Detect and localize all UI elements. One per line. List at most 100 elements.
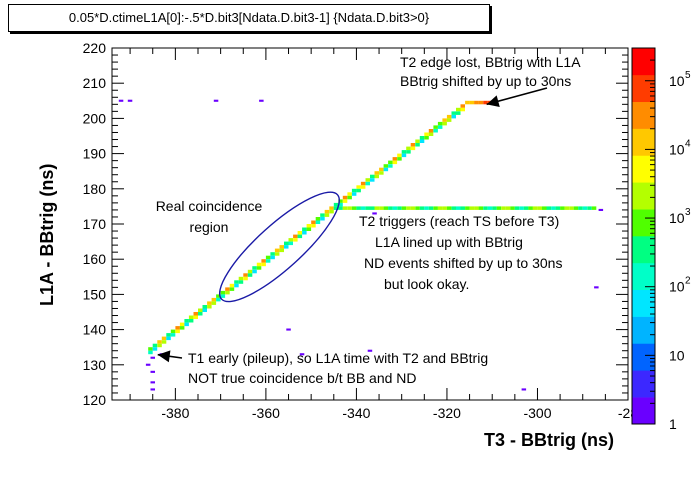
colorbar-tick-label: 10	[669, 347, 685, 363]
histogram-cell	[216, 294, 221, 298]
histogram-cell	[297, 231, 303, 235]
histogram-cell	[483, 100, 488, 105]
histogram-cell	[401, 206, 407, 210]
histogram-cell	[347, 195, 352, 200]
colorbar-segment	[632, 155, 655, 183]
histogram-cell	[179, 326, 185, 330]
histogram-cell	[460, 104, 465, 108]
histogram-cell	[492, 206, 497, 210]
histogram-cell	[415, 206, 420, 210]
colorbar-segment	[632, 209, 655, 237]
histogram-cell	[397, 157, 402, 161]
histogram-cell	[118, 99, 124, 102]
histogram-cell	[474, 100, 479, 105]
histogram-cell	[198, 308, 203, 312]
histogram-cell	[211, 297, 217, 302]
y-tick-label: 170	[83, 216, 107, 232]
histogram-cell	[315, 217, 321, 221]
histogram-cell	[360, 206, 366, 210]
histogram-cell	[252, 269, 257, 274]
histogram-cell	[388, 206, 393, 210]
histogram-cell	[347, 206, 352, 210]
histogram-cell	[374, 206, 379, 210]
annotation-line: ND events shifted by up to 30ns	[364, 255, 562, 271]
histogram-cell	[299, 353, 305, 356]
histogram-cell	[410, 206, 416, 210]
histogram-cell	[410, 143, 416, 147]
colorbar-tick-exponent: 2	[685, 276, 691, 287]
histogram-cell	[329, 209, 334, 214]
histogram-cell	[265, 259, 271, 263]
histogram-cell	[433, 129, 438, 133]
chart-title: 0.05*D.ctimeL1A[0]:-.5*D.bit3[Ndata.D.bi…	[8, 4, 490, 32]
histogram-cell	[392, 206, 398, 210]
histogram-cell	[510, 206, 515, 210]
histogram-cell	[356, 206, 361, 210]
histogram-cell	[225, 290, 230, 295]
histogram-cell	[451, 206, 456, 210]
histogram-cell	[397, 206, 402, 210]
x-axis-label: T3 - BBtrig (ns)	[484, 430, 614, 450]
histogram-cell	[465, 206, 470, 210]
histogram-cell	[306, 227, 312, 231]
histogram-cell	[150, 356, 155, 359]
histogram-cell	[401, 153, 407, 158]
histogram-cell	[569, 206, 574, 210]
y-tick-label: 200	[83, 110, 107, 126]
histogram-cell	[261, 262, 266, 267]
histogram-cell	[365, 181, 370, 186]
histogram-cell	[184, 319, 189, 323]
histogram-cell	[229, 287, 235, 291]
histogram-cell	[234, 280, 239, 284]
histogram-cell	[256, 266, 262, 270]
histogram-cell	[351, 192, 357, 196]
histogram-cell	[598, 208, 604, 211]
histogram-cell	[505, 206, 511, 210]
histogram-cell	[401, 150, 407, 154]
histogram-cell	[582, 206, 588, 210]
histogram-cell	[383, 164, 389, 168]
histogram-cell	[243, 273, 248, 277]
histogram-cell	[542, 206, 547, 210]
colorbar-tick-exponent: 4	[685, 138, 691, 149]
histogram-cell	[211, 301, 217, 305]
histogram-cell	[410, 146, 416, 151]
histogram-cell	[383, 206, 389, 210]
x-tick-label: -300	[523, 405, 551, 421]
histogram-cell	[456, 111, 461, 115]
histogram-cell	[342, 206, 348, 210]
histogram-cell	[148, 350, 153, 355]
histogram-cell	[148, 347, 153, 351]
histogram-cell	[419, 139, 425, 143]
histogram-cell	[284, 241, 289, 246]
histogram-cell	[591, 206, 597, 210]
histogram-cell	[478, 100, 484, 105]
histogram-cell	[166, 333, 171, 337]
histogram-cell	[259, 99, 264, 102]
x-tick-label: -320	[433, 405, 461, 421]
histogram-cell	[284, 245, 289, 249]
histogram-cell	[460, 107, 465, 112]
colorbar-segment	[632, 74, 655, 103]
histogram-cell	[351, 188, 357, 193]
histogram-cell	[188, 319, 194, 323]
histogram-cell	[496, 206, 502, 210]
histogram-cell	[265, 255, 271, 260]
histogram-cell	[338, 199, 343, 203]
arrow-head	[486, 95, 500, 107]
histogram-cell	[451, 114, 456, 119]
histogram-cell	[521, 388, 527, 391]
annotations: T2 edge lost, BBtrig with L1A BBtrig shif…	[156, 54, 582, 386]
histogram-cell	[333, 206, 339, 210]
histogram-cell	[370, 206, 375, 210]
histogram-cell	[286, 328, 291, 331]
histogram-cell	[456, 107, 461, 112]
y-tick-label: 150	[83, 286, 107, 302]
histogram-cell	[360, 185, 366, 189]
histogram-cell	[193, 315, 198, 319]
histogram-cell	[446, 206, 452, 210]
y-tick-label: 220	[83, 40, 107, 56]
histogram-cell	[347, 192, 352, 196]
histogram-cell	[365, 206, 370, 210]
